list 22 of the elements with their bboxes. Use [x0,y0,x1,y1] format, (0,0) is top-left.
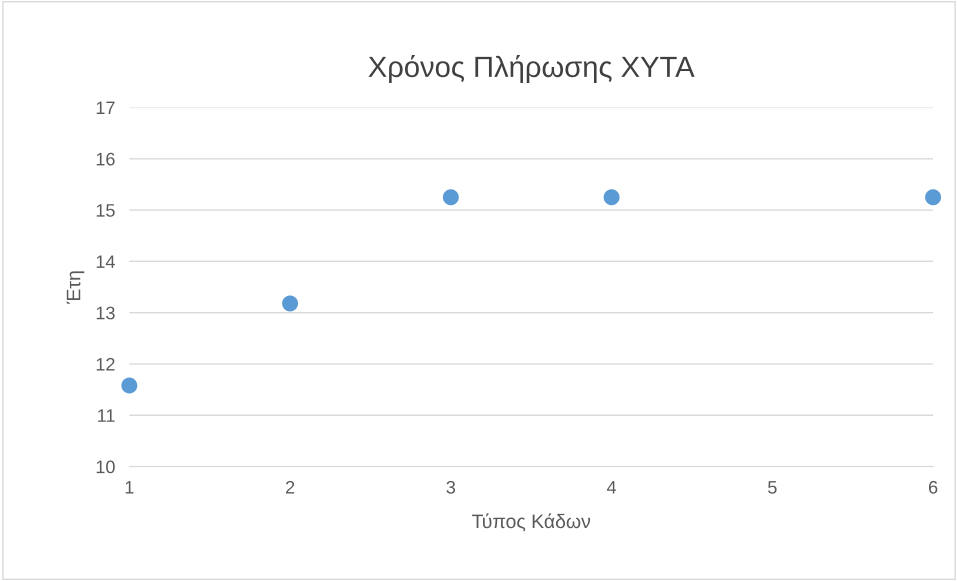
y-axis-title: Έτη [66,271,84,304]
y-tick-label: 12 [96,358,115,370]
y-tick-label: 17 [96,102,115,114]
x-axis-title: Τύπος Κάδων [472,513,590,532]
point [442,189,459,206]
y-tick-label: 11 [98,409,115,422]
x-tick-label: 4 [606,481,616,494]
y-tick-label: 10 [96,460,115,474]
y-tick-label: 16 [96,152,115,166]
x-tick-label: 2 [286,480,294,494]
point [121,378,138,394]
x-tick-label: 6 [928,480,938,494]
y-tick-label: 15 [96,204,115,217]
point [925,189,942,206]
chart-title: Χρόνος Πλήρωσης ΧΥΤΑ [368,54,695,83]
point [282,295,298,312]
x-tick-label: 5 [768,481,777,494]
y-tick-label: 14 [96,255,115,268]
x-tick-label: 3 [446,480,456,494]
y-tick-label: 13 [96,306,115,320]
x-tick-label: 1 [126,481,134,494]
point [604,189,620,206]
